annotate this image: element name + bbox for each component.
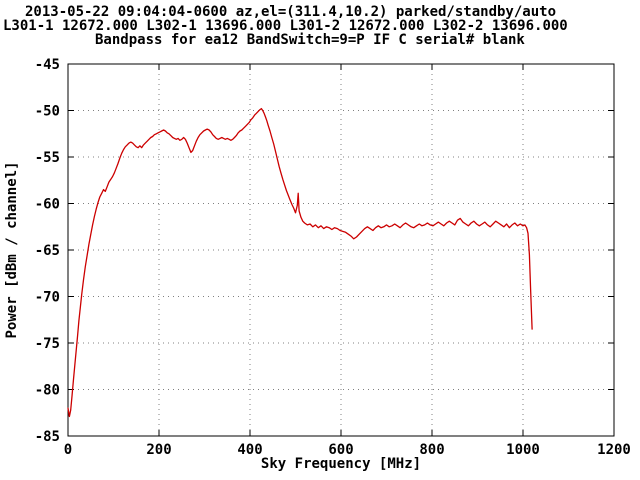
- header-line-bandpass-title: Bandpass for ea12 BandSwitch=9=P IF C se…: [95, 32, 525, 48]
- signal-trace: [67, 107, 533, 418]
- tick-labels: 0 200 400 600 800 1000 1200 -85 -80 -75 -70 -65 -60 -…: [35, 57, 631, 458]
- signal-trace-layer: [67, 107, 533, 418]
- x-tick-label: 1200: [597, 442, 631, 458]
- y-tick-label: -45: [35, 57, 60, 73]
- y-tick-label: -85: [35, 429, 60, 445]
- x-axis-label: Sky Frequency [MHz]: [261, 456, 421, 472]
- axis-ticks: [67, 63, 615, 437]
- header-line-datetime: 2013-05-22 09:04:04-0600 az,el=(311.4,10…: [25, 4, 556, 20]
- y-tick-label: -75: [35, 336, 60, 352]
- x-tick-label: 0: [64, 442, 72, 458]
- y-tick-label: -80: [35, 383, 60, 399]
- y-tick-label: -55: [35, 150, 60, 166]
- x-tick-label: 400: [237, 442, 262, 458]
- x-tick-label: 1000: [506, 442, 540, 458]
- header-line-lo-frequencies: L301-1 12672.000 L302-1 13696.000 L301-2…: [3, 18, 568, 34]
- y-tick-label: -65: [35, 243, 60, 259]
- y-tick-label: -50: [35, 104, 60, 120]
- x-tick-label: 800: [419, 442, 444, 458]
- x-tick-label: 600: [328, 442, 353, 458]
- y-tick-label: -70: [35, 290, 60, 306]
- y-tick-label: -60: [35, 197, 60, 213]
- x-tick-label: 200: [146, 442, 171, 458]
- gridlines: [67, 63, 615, 437]
- y-axis-label: Power [dBm / channel]: [4, 161, 20, 338]
